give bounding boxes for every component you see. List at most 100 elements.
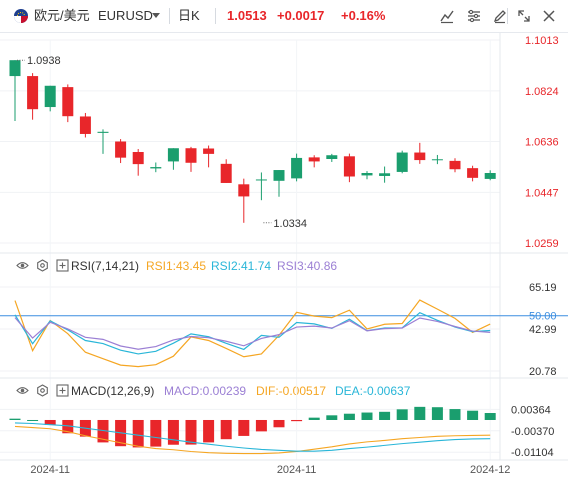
macd-bar bbox=[79, 419, 91, 437]
macd-tick-label: -0.01104 bbox=[511, 447, 554, 459]
macd-bar bbox=[396, 409, 408, 420]
candle-body bbox=[150, 167, 162, 169]
macd-bar bbox=[326, 415, 338, 420]
period-selector[interactable]: 日K bbox=[178, 8, 200, 23]
candle-body bbox=[361, 173, 373, 176]
macd-bar bbox=[431, 407, 443, 420]
rsi3-value: RSI3:40.86 bbox=[277, 259, 338, 273]
price-change: +0.0017 bbox=[277, 8, 325, 23]
candle-body bbox=[220, 163, 232, 183]
settings-icon[interactable] bbox=[36, 384, 49, 397]
candle-body bbox=[431, 159, 443, 161]
dea-value: DEA:-0.00637 bbox=[335, 384, 411, 398]
macd-bar bbox=[238, 419, 250, 436]
x-tick-label: 2024-11 bbox=[277, 464, 317, 476]
candle-body bbox=[44, 85, 56, 108]
symbol-name[interactable]: 欧元/美元 bbox=[34, 8, 90, 23]
draw-icon[interactable] bbox=[490, 6, 510, 26]
eye-icon[interactable] bbox=[16, 384, 29, 397]
chart-type-icon[interactable] bbox=[437, 6, 457, 26]
candle-body bbox=[79, 116, 91, 134]
candle-body bbox=[62, 87, 74, 117]
macd-bar bbox=[44, 419, 56, 425]
macd-bar bbox=[308, 417, 320, 420]
price-tick-label: 1.0636 bbox=[525, 137, 559, 149]
candle-body bbox=[449, 160, 461, 170]
macd-bar bbox=[220, 419, 232, 440]
chart-toolbar: 欧元/美元 EURUSD 日K 1.0513 +0.0017 +0.16% bbox=[0, 0, 568, 33]
macd-bar bbox=[9, 418, 21, 420]
macd-bar bbox=[449, 409, 461, 420]
macd-bar bbox=[343, 413, 355, 420]
macd-bar bbox=[97, 419, 109, 443]
candle-body bbox=[379, 173, 391, 176]
rsi-tick-label: 65.19 bbox=[529, 282, 557, 294]
symbol-code[interactable]: EURUSD bbox=[98, 8, 153, 23]
fullscreen-icon[interactable] bbox=[514, 6, 534, 26]
macd-bar bbox=[379, 411, 391, 420]
macd-line-dif bbox=[14, 425, 491, 455]
candle-body bbox=[185, 148, 197, 163]
rsi-tick-label: 50.00 bbox=[529, 311, 557, 323]
rsi2-value: RSI2:41.74 bbox=[211, 259, 272, 273]
last-price: 1.0513 bbox=[227, 8, 267, 23]
rsi-line-rsi2 bbox=[14, 312, 491, 355]
eye-icon[interactable] bbox=[16, 259, 29, 272]
macd-bar bbox=[484, 413, 496, 420]
candle-body bbox=[132, 152, 144, 165]
macd-bar bbox=[414, 406, 426, 420]
macd-label: MACD(12,26,9) bbox=[71, 384, 155, 398]
price-annotation: 1.0938 bbox=[27, 55, 61, 67]
candle-body bbox=[308, 157, 320, 162]
candle-body bbox=[97, 131, 109, 133]
candle-body bbox=[414, 152, 426, 161]
macd-tick-label: 0.00364 bbox=[511, 404, 551, 416]
candle-body bbox=[255, 179, 267, 181]
macd-pane: 0.00364 -0.00370 -0.01104 bbox=[9, 404, 554, 459]
toolbar-divider bbox=[215, 8, 216, 24]
candle-body bbox=[167, 148, 179, 162]
expand-icon[interactable] bbox=[56, 259, 69, 272]
expand-icon[interactable] bbox=[56, 384, 69, 397]
price-tick-label: 1.0259 bbox=[525, 238, 559, 250]
indicator-icon[interactable] bbox=[464, 6, 484, 26]
candle-body bbox=[291, 157, 303, 179]
macd-bar bbox=[27, 419, 39, 421]
price-pane: 1.1013 1.0824 1.0636 1.0447 1.0259 1.0938 1.03… bbox=[9, 35, 559, 250]
candle-body bbox=[9, 60, 21, 77]
macd-line-dea bbox=[14, 422, 491, 452]
candle-body bbox=[238, 184, 250, 197]
candle-body bbox=[396, 152, 408, 172]
x-axis: 2024-11 2024-11 2024-12 bbox=[30, 464, 510, 476]
macd-value: MACD:0.00239 bbox=[164, 384, 247, 398]
macd-header: MACD(12,26,9) MACD:0.00239 DIF:-0.00517 … bbox=[0, 382, 568, 400]
close-icon[interactable] bbox=[539, 6, 559, 26]
candle-body bbox=[273, 170, 285, 181]
price-change-percent: +0.16% bbox=[341, 8, 386, 23]
macd-bar bbox=[273, 419, 285, 428]
macd-bar bbox=[167, 419, 179, 445]
macd-bar bbox=[291, 419, 303, 422]
candle-body bbox=[467, 168, 479, 178]
candle-body bbox=[27, 76, 39, 110]
rsi-tick-label: 20.78 bbox=[529, 366, 557, 378]
price-tick-label: 1.0447 bbox=[525, 187, 559, 199]
macd-bar bbox=[255, 419, 267, 432]
macd-bar bbox=[185, 419, 197, 445]
macd-bar bbox=[467, 410, 479, 420]
macd-bar bbox=[62, 419, 74, 434]
macd-bar bbox=[361, 412, 373, 420]
rsi-header: RSI(7,14,21) RSI1:43.45 RSI2:41.74 RSI3:… bbox=[0, 257, 568, 275]
price-tick-label: 1.1013 bbox=[525, 35, 559, 47]
flag-icon[interactable] bbox=[12, 6, 30, 26]
rsi-tick-label: 42.99 bbox=[529, 324, 557, 336]
price-tick-label: 1.0824 bbox=[525, 86, 559, 98]
dif-value: DIF:-0.00517 bbox=[256, 384, 327, 398]
settings-icon[interactable] bbox=[36, 259, 49, 272]
rsi-label: RSI(7,14,21) bbox=[71, 259, 140, 273]
toolbar-divider bbox=[507, 8, 508, 24]
rsi1-value: RSI1:43.45 bbox=[146, 259, 207, 273]
dropdown-icon[interactable] bbox=[150, 6, 162, 26]
